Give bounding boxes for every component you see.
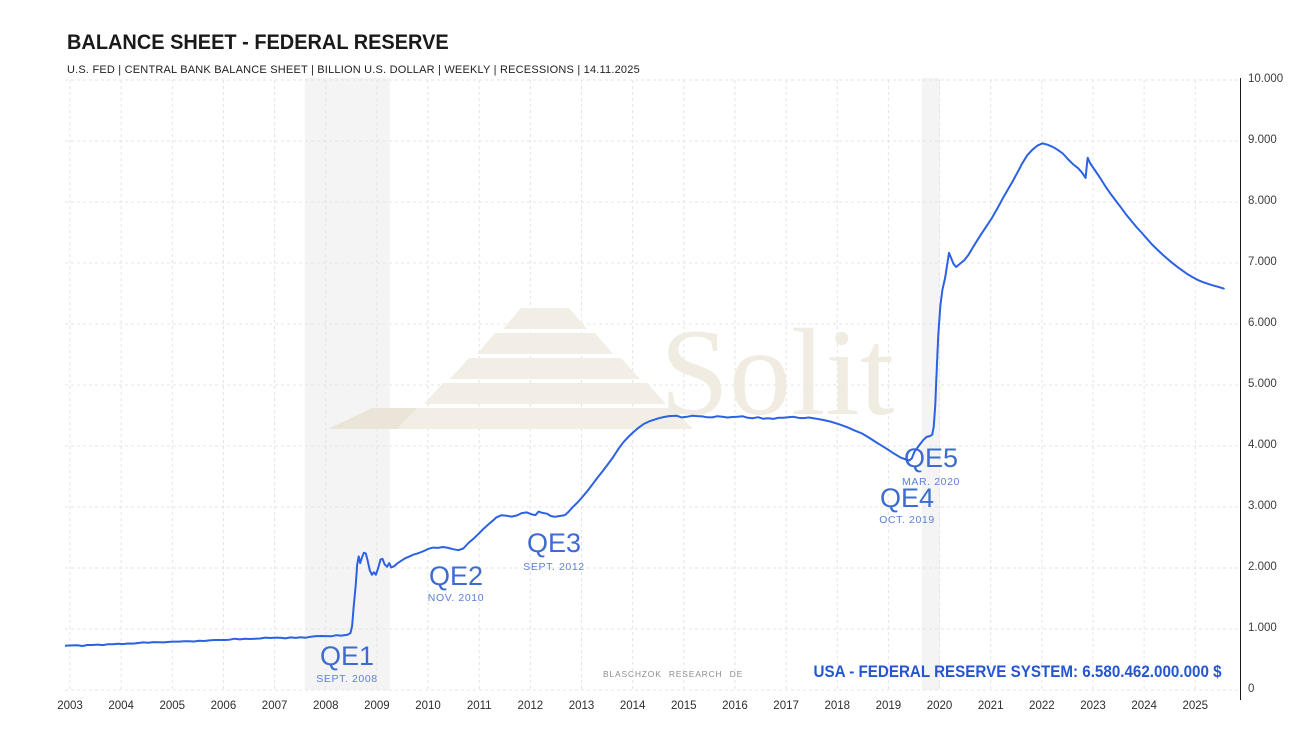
gridlines — [65, 79, 1240, 691]
x-tick-label: 2008 — [312, 700, 339, 712]
qe-annotation-date: OCT. 2019 — [879, 514, 935, 526]
x-tick-label: 2004 — [108, 700, 134, 712]
y-tick-label: 3.000 — [1248, 500, 1277, 512]
x-tick-label: 2007 — [261, 700, 288, 712]
x-tick-label: 2005 — [159, 700, 186, 712]
x-tick-label: 2011 — [466, 700, 492, 712]
y-tick-label: 4.000 — [1248, 439, 1277, 451]
qe-annotation-label: QE1 — [320, 641, 374, 671]
y-tick-label: 0 — [1248, 683, 1255, 695]
x-tick-label: 2012 — [517, 700, 544, 712]
page-subtitle: U.S. FED | CENTRAL BANK BALANCE SHEET | … — [67, 64, 640, 76]
recession-band — [921, 78, 940, 690]
x-tick-label: 2003 — [57, 700, 83, 712]
y-tick-label: 2.000 — [1248, 561, 1277, 573]
page-title: BALANCE SHEET - FEDERAL RESERVE — [67, 31, 449, 54]
y-tick-label: 5.000 — [1248, 378, 1277, 390]
x-tick-label: 2023 — [1080, 700, 1106, 712]
qe-annotation-date: SEPT. 2008 — [316, 673, 377, 685]
balance-sheet-line — [65, 142, 1225, 647]
y-tick-label: 10.000 — [1248, 73, 1284, 85]
x-tick-label: 2022 — [1029, 700, 1055, 712]
x-tick-label: 2016 — [722, 700, 748, 712]
y-tick-label: 9.000 — [1248, 134, 1277, 146]
x-tick-label: 2006 — [210, 700, 237, 712]
watermark-brand-text: Solit — [660, 304, 894, 441]
x-tick-label: 2017 — [773, 700, 799, 712]
research-credit: BLASCHZOK RESEARCH DE — [603, 669, 744, 679]
qe-annotation-date: NOV. 2010 — [428, 592, 484, 604]
x-tick-label: 2025 — [1182, 700, 1209, 712]
brand-watermark: Solit — [328, 304, 894, 441]
y-tick-label: 8.000 — [1248, 195, 1277, 207]
qe-annotation-label: QE3 — [527, 528, 581, 558]
y-tick-label: 7.000 — [1248, 256, 1277, 268]
x-tick-label: 2010 — [415, 700, 441, 712]
x-tick-label: 2013 — [568, 700, 595, 712]
recession-bands — [304, 78, 940, 690]
qe-annotation-date: SEPT. 2012 — [523, 561, 584, 573]
qe-annotation-date: MAR. 2020 — [902, 476, 960, 488]
x-tick-label: 2018 — [824, 700, 851, 712]
x-tick-label: 2019 — [875, 700, 902, 712]
x-tick-label: 2024 — [1131, 700, 1157, 712]
qe-annotation-label: QE2 — [429, 561, 483, 591]
pyramid-logo-icon — [328, 308, 693, 429]
recession-band — [304, 78, 390, 690]
x-tick-label: 2020 — [926, 700, 953, 712]
x-tick-label: 2015 — [671, 700, 697, 712]
balance-footer-value: USA - FEDERAL RESERVE SYSTEM: 6.580.462.… — [813, 663, 1222, 681]
y-tick-label: 6.000 — [1248, 317, 1277, 329]
y-tick-label: 1.000 — [1248, 622, 1277, 634]
x-tick-label: 2009 — [364, 700, 390, 712]
qe-annotation-label: QE4 — [880, 483, 934, 513]
x-tick-label: 2014 — [619, 700, 646, 712]
x-tick-label: 2021 — [977, 700, 1004, 712]
